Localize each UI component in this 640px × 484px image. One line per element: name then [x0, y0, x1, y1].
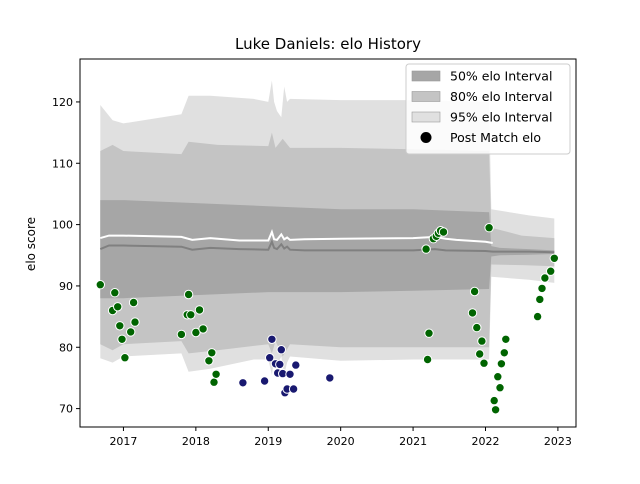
post-match-point: [207, 348, 217, 358]
post-match-point: [276, 345, 286, 355]
post-match-point: [130, 317, 140, 327]
chart-title: Luke Daniels: elo History: [235, 35, 421, 53]
x-tick-label: 2023: [544, 435, 572, 448]
post-match-point: [490, 405, 501, 415]
post-match-point: [496, 359, 507, 369]
post-match-point: [267, 334, 277, 344]
post-match-point: [484, 223, 494, 233]
post-match-point: [204, 356, 214, 366]
y-tick-label: 90: [59, 280, 73, 293]
post-match-point: [110, 288, 120, 298]
post-match-point: [275, 359, 285, 370]
post-match-point: [265, 353, 275, 363]
post-match-point: [194, 305, 205, 315]
legend-label: 95% elo Interval: [450, 110, 552, 125]
post-match-point: [546, 266, 556, 276]
post-match-point: [540, 273, 550, 283]
post-match-point: [532, 311, 543, 322]
legend-box: [405, 63, 571, 155]
post-match-point: [186, 310, 196, 320]
y-axis-label: elo score: [24, 217, 38, 271]
x-tick-label: 2022: [471, 435, 499, 448]
post-match-point: [209, 377, 219, 387]
post-match-point: [176, 329, 187, 340]
legend-marker: [420, 132, 432, 143]
post-match-point: [472, 322, 482, 333]
post-match-point: [198, 324, 208, 334]
post-match-point: [495, 383, 505, 393]
post-match-point: [211, 369, 221, 379]
post-match-point: [113, 302, 123, 312]
post-match-point: [259, 376, 270, 386]
axes: 2017 2018 2019 2020 2021 2022 2023 70 80 90 100 110…: [52, 58, 577, 448]
post-match-point: [285, 369, 295, 379]
post-match-point: [117, 334, 127, 344]
post-match-point: [424, 328, 434, 338]
post-match-point: [467, 308, 478, 318]
legend: 50% elo Interval 80% elo Interval 95% elo …: [405, 63, 571, 155]
legend-label: Post Match elo: [450, 130, 541, 145]
post-match-point: [479, 358, 489, 368]
y-tick-label: 120: [52, 96, 73, 109]
post-match-point: [421, 244, 431, 254]
legend-swatch: [411, 70, 441, 82]
post-match-point: [438, 227, 449, 237]
post-match-point: [549, 253, 559, 263]
post-match-point: [288, 384, 299, 394]
post-match-point: [115, 321, 125, 331]
post-match-point: [291, 360, 301, 370]
post-match-point: [422, 354, 433, 365]
post-match-point: [475, 349, 485, 359]
post-match-point: [126, 327, 136, 337]
post-match-point: [537, 283, 547, 294]
x-tick-label: 2020: [327, 435, 355, 448]
y-tick-label: 110: [52, 157, 73, 170]
post-match-point: [501, 334, 511, 344]
post-match-point: [183, 289, 194, 300]
post-match-point: [95, 280, 106, 290]
legend-label: 50% elo Interval: [450, 69, 552, 84]
x-tick-label: 2018: [182, 435, 210, 448]
post-match-point: [477, 336, 487, 346]
post-match-point: [238, 378, 248, 388]
post-match-point: [128, 297, 139, 308]
post-match-point: [493, 372, 503, 382]
legend-swatch: [411, 111, 441, 123]
post-match-point: [325, 373, 335, 383]
x-tick-label: 2021: [399, 435, 427, 448]
y-tick-label: 100: [52, 219, 73, 232]
y-tick-label: 70: [59, 403, 73, 416]
x-tick-label: 2017: [109, 435, 137, 448]
post-match-point: [489, 395, 499, 406]
legend-label: 80% elo Interval: [450, 89, 552, 104]
post-match-point: [499, 348, 509, 358]
post-match-point: [535, 294, 545, 305]
post-match-point: [469, 286, 480, 297]
x-tick-label: 2019: [254, 435, 282, 448]
mean-elo-line: [99, 239, 555, 254]
y-tick-label: 80: [59, 341, 73, 354]
band-50-percent: [100, 200, 555, 299]
plot-frame: [79, 58, 577, 428]
post-match-point: [120, 353, 130, 363]
legend-swatch: [411, 91, 441, 102]
